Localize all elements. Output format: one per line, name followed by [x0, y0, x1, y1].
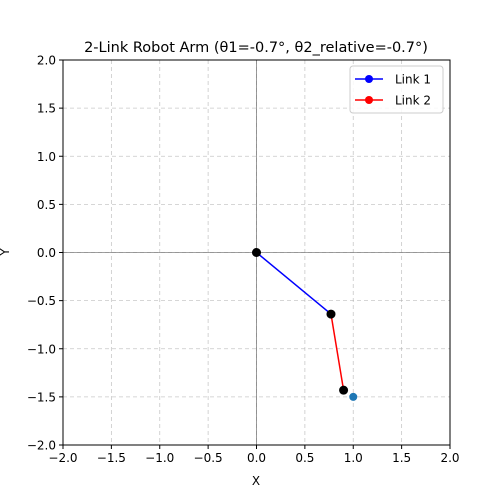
y-tick-label: 0.0 — [37, 246, 56, 260]
series-line-link-2 — [330, 313, 345, 391]
y-tick-label: −2.0 — [27, 439, 56, 453]
y-tick-label: −1.0 — [27, 342, 56, 356]
x-axis-label: X — [252, 474, 260, 488]
legend-label-link-2: Link 2 — [395, 94, 431, 108]
series-line-link-1 — [256, 251, 332, 315]
x-tick-label: −0.5 — [194, 451, 223, 465]
y-tick-label: 1.5 — [37, 102, 56, 116]
joint-marker — [326, 309, 336, 319]
x-tick-label: 1.0 — [344, 451, 363, 465]
legend: Link 1 Link 2 — [349, 65, 444, 114]
y-tick-label: −0.5 — [27, 294, 56, 308]
joint-marker — [339, 385, 349, 395]
chart-title: 2-Link Robot Arm (θ1=-0.7°, θ2_relative=… — [84, 40, 428, 56]
target-marker — [349, 392, 358, 401]
target-point — [349, 392, 358, 401]
x-tick-label: −1.5 — [97, 451, 126, 465]
x-tick-label: 0.0 — [247, 451, 266, 465]
y-axis-label: Y — [0, 248, 12, 257]
x-tick-label: 0.5 — [295, 451, 314, 465]
legend-marker-link-1 — [365, 75, 373, 83]
legend-box — [349, 65, 444, 114]
y-tick-label: 2.0 — [37, 54, 56, 68]
legend-label-link-1: Link 1 — [395, 73, 431, 87]
y-tick-label: 0.5 — [37, 198, 56, 212]
joint-marker — [252, 248, 261, 257]
legend-marker-link-2 — [365, 96, 373, 104]
x-tick-label: 2.0 — [440, 451, 459, 465]
y-tick-label: −1.5 — [27, 390, 56, 404]
joints — [252, 248, 349, 395]
x-tick-label: −1.0 — [145, 451, 174, 465]
ticks: −2.0 −1.5 −1.0 −0.5 0.0 0.5 1.0 1.5 2.0 −2.0 −1.5 −… — [27, 54, 460, 466]
series-lines — [256, 251, 345, 391]
y-tick-label: 1.0 — [37, 150, 56, 164]
x-tick-label: −2.0 — [48, 451, 77, 465]
x-tick-label: 1.5 — [392, 451, 411, 465]
